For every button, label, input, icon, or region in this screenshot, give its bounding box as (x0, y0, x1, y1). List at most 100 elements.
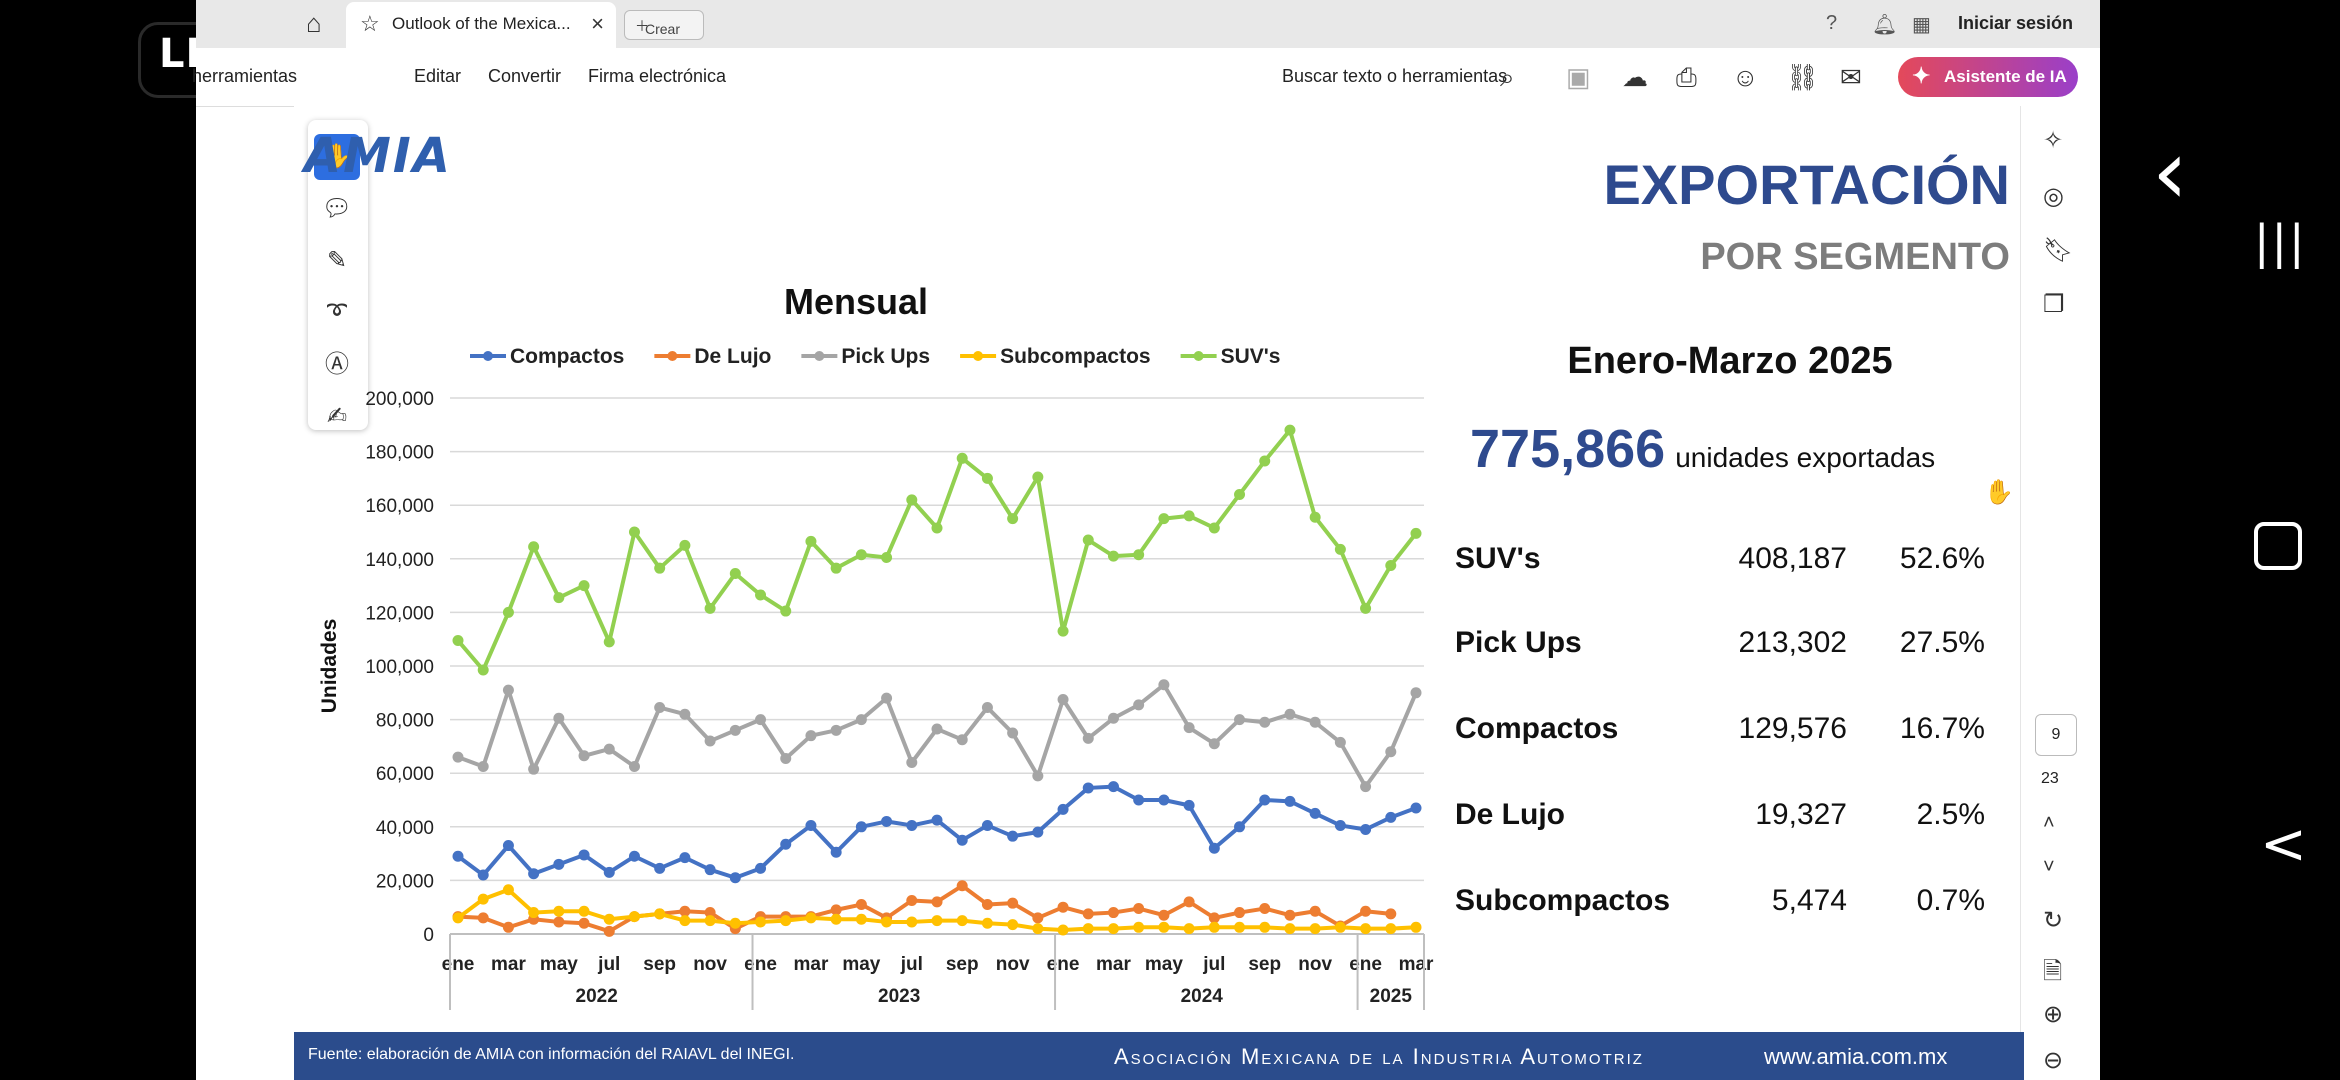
data-point (1259, 921, 1271, 933)
star-icon[interactable]: ☆ (360, 11, 380, 36)
segment-label: Subcompactos (1455, 884, 1671, 917)
data-point (704, 735, 716, 747)
total-units-label: unidades exportadas (1675, 442, 1936, 473)
current-page-field[interactable]: 9 (2035, 714, 2077, 756)
legend-marker (1193, 351, 1204, 361)
recent-apps-icon[interactable]: ||| (2254, 215, 2307, 269)
document-area[interactable]: ✋ 💬︎ ✎ ➰︎ Ⓐ ✍︎ (294, 106, 2020, 1080)
data-point (1208, 921, 1220, 933)
data-point (1309, 511, 1321, 523)
home-button-icon[interactable] (2254, 522, 2302, 570)
ai-assistant-button[interactable]: ✦ Asistente de IA (1898, 57, 2078, 97)
series-line (457, 883, 1392, 934)
data-point (1057, 625, 1069, 637)
data-point (881, 815, 893, 827)
search-icon[interactable]: ⌕ (1500, 62, 1515, 92)
sign-in-link[interactable]: Iniciar sesión (1958, 13, 2074, 33)
data-point (1158, 679, 1170, 691)
data-point (477, 893, 489, 905)
data-point (1234, 821, 1246, 833)
zoom-in-icon[interactable]: ⊕ (2043, 1001, 2064, 1028)
share-user-icon[interactable]: ☺ (1732, 62, 1759, 92)
x-tick-label: sep (946, 954, 979, 975)
data-point (704, 602, 716, 614)
save-icon[interactable]: ▣ (1566, 62, 1591, 92)
upload-cloud-icon[interactable]: ☁ (1622, 62, 1648, 92)
mail-icon[interactable]: ✉ (1840, 62, 1862, 92)
comment-tool-icon[interactable]: 💬︎ (321, 195, 353, 222)
x-tick-label: ene (442, 954, 475, 975)
lasso-tool-icon[interactable]: ➰︎ (327, 299, 347, 326)
ai-panel-icon[interactable]: ✧ (2043, 127, 2064, 154)
page-up-icon[interactable]: ˄ (2043, 812, 2055, 834)
segment-label: De Lujo (1455, 798, 1565, 831)
menu-editar[interactable]: Editar (414, 66, 462, 86)
data-point (1385, 908, 1397, 920)
data-point (1183, 722, 1195, 734)
menu-herramientas[interactable]: herramientas (192, 66, 298, 86)
data-point (729, 917, 741, 929)
search-tools-label[interactable]: Buscar texto o herramientas (1282, 66, 1508, 86)
segment-label: SUV's (1455, 542, 1541, 575)
data-point (654, 862, 666, 874)
period-label: Enero-Marzo 2025 (1567, 340, 1893, 382)
slide-title: EXPORTACIÓN (1603, 153, 2010, 216)
page-down-icon[interactable]: ˅ (2043, 856, 2055, 878)
data-point (805, 912, 817, 924)
help-icon[interactable]: ? (1826, 12, 1838, 34)
new-tab-button[interactable]: ＋ Crear (624, 10, 704, 40)
x-tick-label: may (540, 954, 578, 975)
close-tab-icon[interactable]: × (591, 11, 604, 36)
segment-value: 19,327 (1755, 798, 1847, 831)
comments-panel-icon[interactable]: ◎ (2043, 183, 2064, 210)
data-point (603, 866, 615, 878)
zoom-out-icon[interactable]: ⊖ (2043, 1047, 2064, 1074)
text-select-tool-icon[interactable]: Ⓐ (325, 351, 349, 378)
data-point (931, 814, 943, 826)
y-tick-label: 140,000 (365, 550, 434, 571)
print-icon[interactable]: ⎙ (1676, 62, 1697, 92)
series-line (456, 428, 1418, 673)
sign-tool-icon[interactable]: ✍︎ (326, 403, 348, 430)
tab-active[interactable]: ☆ Outlook of the Mexica... × (346, 2, 616, 48)
pages-icon[interactable]: ❐ (2043, 291, 2065, 318)
data-point (755, 589, 767, 601)
menu-firma[interactable]: Firma electrónica (588, 66, 727, 86)
refresh-icon[interactable]: ↻ (2043, 907, 2064, 934)
home-icon[interactable]: ⌂ (306, 8, 322, 38)
x-tick-label: jul (1202, 954, 1225, 975)
data-point (1309, 807, 1321, 819)
bookmarks-icon[interactable]: 🔖︎ (2043, 237, 2074, 264)
data-point (855, 899, 867, 911)
data-point (1107, 781, 1119, 793)
x-tick-label: ene (1047, 954, 1080, 975)
data-point (1360, 781, 1372, 793)
new-tab-label: Crear (645, 21, 681, 37)
data-point (881, 692, 893, 704)
data-point (553, 592, 565, 604)
data-point (1234, 921, 1246, 933)
y-tick-label: 80,000 (376, 711, 434, 732)
link-icon[interactable]: ⛓ (1786, 62, 1820, 92)
x-tick-label: may (842, 954, 880, 975)
pen-tool-icon[interactable]: ✎ (326, 247, 348, 274)
data-point (1309, 905, 1321, 917)
data-point (956, 834, 968, 846)
document-icon[interactable]: 🗎︎ (2043, 958, 2063, 985)
segment-pct: 2.5% (1916, 798, 1985, 831)
data-point (855, 714, 867, 726)
hand-tool-icon[interactable]: ✋ (314, 134, 360, 180)
chevron-left-icon[interactable]: ‹ (2152, 120, 2188, 225)
data-point (1234, 488, 1246, 500)
data-point (1259, 903, 1271, 915)
data-point (805, 535, 817, 547)
back-icon[interactable]: < (2260, 812, 2307, 877)
data-point (1334, 921, 1346, 933)
year-label: 2022 (576, 986, 618, 1007)
apps-icon[interactable]: ▦ (1912, 14, 1931, 36)
bell-icon[interactable]: 🔔︎ (1872, 14, 1898, 36)
data-point (1032, 923, 1044, 935)
menu-convertir[interactable]: Convertir (488, 66, 562, 86)
legend-label: De Lujo (694, 345, 771, 368)
data-point (1057, 924, 1069, 936)
